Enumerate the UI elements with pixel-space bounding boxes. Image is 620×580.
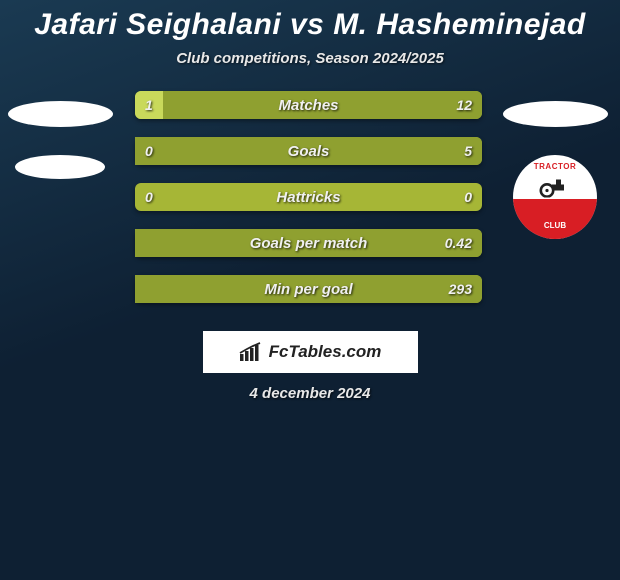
stat-bar-label: Hattricks [135, 183, 482, 211]
right-player-badges: TRACTOR CLUB [500, 91, 610, 239]
stat-bar-right-value: 0 [454, 183, 482, 211]
stat-bar-right-fill [163, 91, 482, 119]
club-logo: TRACTOR CLUB [513, 155, 597, 239]
stat-bar-row: Min per goal293 [135, 275, 482, 303]
brand-box: FcTables.com [203, 331, 418, 373]
stat-bars: Matches112 Goals05 Hattricks0 0 Goals per ma… [135, 91, 482, 321]
date-text: 4 december 2024 [0, 385, 620, 402]
infographic-panel: Jafari Seighalani vs M. Hasheminejad Clu… [0, 0, 620, 450]
subtitle: Club competitions, Season 2024/2025 [0, 50, 620, 67]
stat-bar-right-fill [135, 137, 482, 165]
ellipse-placeholder [8, 101, 113, 127]
stat-bar-right-fill [135, 275, 482, 303]
stat-bar-row: Matches112 [135, 91, 482, 119]
stat-bar-left-fill [135, 91, 163, 119]
brand-text: FcTables.com [269, 342, 382, 362]
ellipse-placeholder [503, 101, 608, 127]
stat-bar-row: Hattricks0 0 [135, 183, 482, 211]
left-player-badges [5, 91, 115, 207]
stat-bar-left-value: 0 [135, 183, 163, 211]
club-logo-bottom-text: CLUB [513, 221, 597, 230]
stat-bar-row: Goals per match0.42 [135, 229, 482, 257]
tractor-icon [538, 178, 572, 203]
stat-bar-right-fill [135, 229, 482, 257]
bars-icon [239, 342, 265, 362]
stat-bar-row: Goals05 [135, 137, 482, 165]
club-logo-red-half [513, 199, 597, 239]
title: Jafari Seighalani vs M. Hasheminejad [0, 8, 620, 42]
stats-area: TRACTOR CLUB Matches112 Goals05 Hattricks0… [0, 91, 620, 331]
ellipse-placeholder [15, 155, 105, 179]
club-logo-top-text: TRACTOR [513, 162, 597, 171]
